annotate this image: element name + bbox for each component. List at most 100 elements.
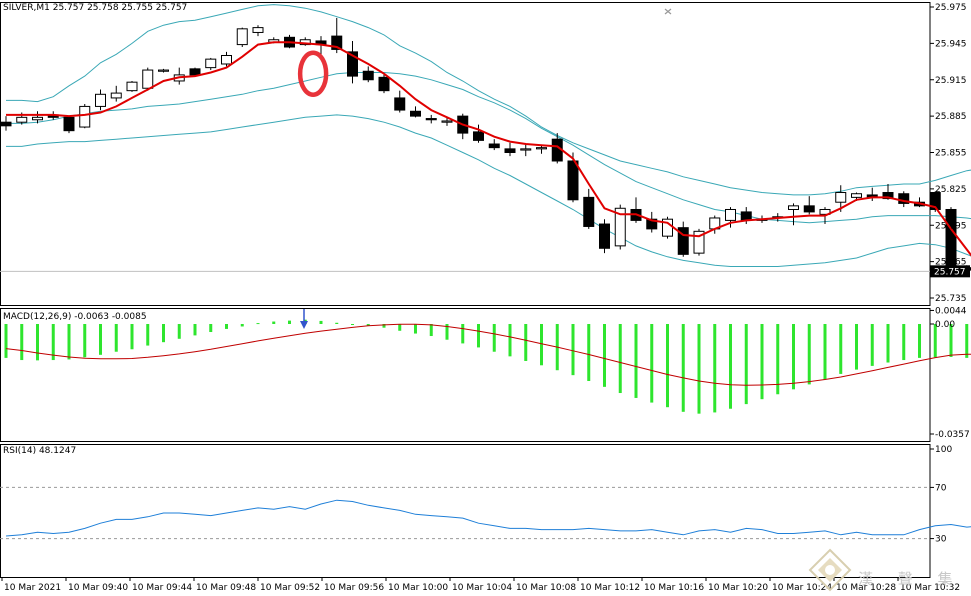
candle — [426, 115, 436, 123]
macd-histogram-bar — [115, 324, 118, 352]
macd-histogram-bar — [414, 324, 417, 334]
candle — [474, 125, 484, 143]
candle — [363, 66, 373, 82]
macd-label: MACD(12,26,9) -0.0063 -0.0085 — [3, 312, 147, 323]
candle — [694, 229, 704, 256]
macd-histogram-bar — [682, 324, 685, 412]
macd-histogram-bar — [713, 324, 716, 412]
symbol-label: SILVER,M1 — [3, 3, 50, 13]
ohlc-readout: 25.757 25.758 25.755 25.757 — [53, 3, 188, 13]
macd-histogram-bar — [5, 324, 8, 358]
highlight-ellipse — [300, 53, 326, 95]
macd-histogram-bar — [178, 324, 181, 339]
candle — [647, 212, 657, 233]
x-tick: 10 Mar 09:44 — [132, 583, 192, 593]
macd-histogram-bar — [635, 324, 638, 398]
macd-histogram-bar — [524, 324, 527, 361]
macd-histogram-bar — [162, 324, 165, 342]
macd-histogram-bar — [603, 324, 606, 387]
macd-histogram-bar — [824, 324, 827, 379]
watermark-logo — [808, 548, 852, 592]
macd-histogram-bar — [918, 324, 921, 358]
x-tick: 10 Mar 10:16 — [644, 583, 704, 593]
macd-histogram-bar — [745, 324, 748, 404]
candle — [537, 145, 547, 153]
macd-histogram-bar — [83, 324, 86, 357]
x-tick: 10 Mar 10:12 — [580, 583, 640, 593]
rsi-y-tick: 70 — [935, 483, 947, 493]
bollinger-middle-line — [6, 73, 971, 225]
candle — [190, 68, 200, 75]
price-y-tick: 25.855 — [935, 149, 967, 159]
macd-histogram-bar — [20, 324, 23, 360]
close-icon[interactable] — [662, 0, 674, 7]
price-y-tick: 25.885 — [935, 112, 967, 122]
macd-histogram-bar — [572, 324, 575, 375]
macd-histogram-bar — [792, 324, 795, 389]
x-tick: 10 Mar 2021 — [4, 583, 61, 593]
candle — [111, 86, 121, 102]
macd-histogram-bar — [241, 324, 244, 326]
macd-histogram-bar — [272, 322, 275, 324]
candle — [127, 81, 137, 92]
macd-histogram-bar — [477, 324, 480, 347]
candle — [615, 205, 625, 250]
candle — [678, 222, 688, 257]
macd-histogram-bar — [288, 321, 291, 324]
macd-y-tick: -0.0357 — [935, 430, 970, 440]
macd-histogram-bar — [540, 324, 543, 365]
arrow-down-icon — [300, 309, 308, 329]
macd-histogram-bar — [509, 324, 512, 356]
rsi-panel[interactable] — [0, 487, 971, 538]
price-panel-label: SILVER,M1 25.757 25.758 25.755 25.757 — [3, 3, 187, 14]
bollinger-lower-line — [6, 115, 971, 268]
axes: 25.97525.94525.91525.88525.85525.82525.7… — [2, 3, 970, 593]
macd-histogram-bar — [650, 324, 653, 403]
macd-panel[interactable] — [5, 309, 971, 414]
macd-histogram-bar — [68, 324, 71, 359]
macd-histogram-bar — [887, 324, 890, 363]
candle — [1, 116, 11, 131]
candle — [663, 217, 673, 239]
macd-histogram-bar — [493, 324, 496, 352]
x-tick: 10 Mar 10:08 — [516, 583, 576, 593]
macd-histogram-bar — [619, 324, 622, 393]
price-y-tick: 25.735 — [935, 294, 967, 304]
macd-histogram-bar — [351, 324, 354, 325]
candle — [253, 25, 263, 36]
candle — [600, 219, 610, 253]
macd-histogram-bar — [36, 324, 39, 360]
x-tick: 10 Mar 10:00 — [388, 583, 448, 593]
rsi-label: RSI(14) 48.1247 — [3, 446, 76, 457]
macd-histogram-bar — [335, 323, 338, 324]
candle — [348, 41, 358, 83]
price-y-tick: 25.945 — [935, 39, 967, 49]
price-y-tick: 25.915 — [935, 76, 967, 86]
panel-frames — [1, 3, 931, 578]
macd-y-tick: 0.0044 — [935, 306, 967, 316]
rsi-line — [6, 500, 971, 536]
candle — [489, 139, 499, 150]
macd-histogram-bar — [320, 321, 323, 324]
macd-histogram-bar — [902, 324, 905, 360]
macd-histogram-bar — [666, 324, 669, 407]
macd-histogram-bar — [729, 324, 732, 409]
candle — [804, 196, 814, 214]
bollinger-upper-line — [6, 5, 971, 195]
candle — [505, 143, 515, 156]
macd-histogram-bar — [761, 324, 764, 399]
price-panel[interactable]: 25.757 — [0, 5, 971, 291]
candle — [159, 69, 169, 73]
x-tick: 10 Mar 09:52 — [260, 583, 320, 593]
candle — [411, 106, 421, 117]
macd-histogram-bar — [209, 324, 212, 332]
candle — [237, 28, 247, 47]
rsi-y-tick: 30 — [935, 535, 947, 545]
x-tick: 10 Mar 10:04 — [452, 583, 512, 593]
candle — [206, 58, 216, 70]
price-y-tick: 25.825 — [935, 185, 967, 195]
macd-histogram-bar — [965, 324, 968, 358]
macd-histogram-bar — [131, 324, 134, 349]
macd-histogram-bar — [398, 324, 401, 331]
